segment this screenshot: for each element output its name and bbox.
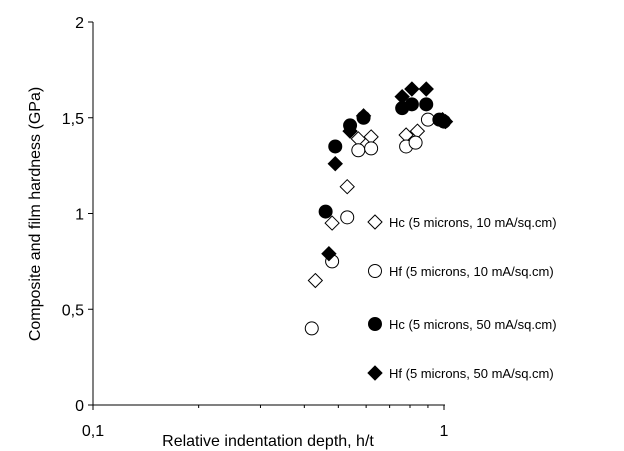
legend-item: Hc (5 microns, 50 mA/sq.cm) [368,317,557,332]
data-point-series-2 [364,141,379,156]
data-point-series-2 [340,210,355,225]
data-point-series-1 [324,215,340,231]
legend-marker [368,317,382,331]
data-point-series-2 [351,143,366,158]
data-point-series-2 [304,321,319,336]
data-point-series-3 [328,139,343,154]
legend-label: Hf (5 microns, 50 mA/sq.cm) [389,366,554,381]
data-point-series-4 [342,123,358,139]
data-point-series-4 [327,156,343,172]
data-point-series-4 [418,81,434,97]
legend-label: Hc (5 microns, 10 mA/sq.cm) [389,215,557,230]
legend-item: Hf (5 microns, 50 mA/sq.cm) [367,365,554,381]
legend-marker [368,264,382,278]
legend: Hc (5 microns, 10 mA/sq.cm) Hf (5 microns… [367,214,557,381]
data-point-series-3 [318,204,333,219]
x-tick-label: 1 [440,423,449,440]
legend-label: Hf (5 microns, 10 mA/sq.cm) [389,264,554,279]
data-point-series-1 [307,272,324,289]
data-point-series-3 [404,97,419,112]
x-axis-label: Relative indentation depth, h/t [162,433,374,450]
y-tick-label: 0,5 [62,302,84,319]
legend-marker [367,214,383,230]
data-point-series-4 [437,113,454,130]
y-tick-label: 2 [75,15,84,32]
data-point-series-4 [404,81,420,97]
y-axis-label: Composite and film hardness (GPa) [27,87,44,341]
legend-marker [367,365,383,381]
data-point-series-2 [408,135,423,150]
data-point-series-3 [419,97,434,112]
axes: 0 0,5 1 1,5 2 0,1 1 [62,15,449,440]
x-tick-label: 0,1 [82,423,104,440]
data-point-series-4 [321,246,337,262]
legend-item: Hf (5 microns, 10 mA/sq.cm) [368,264,554,279]
data-point-series-1 [339,178,355,195]
data-markers [304,81,454,336]
data-point-series-4 [355,108,372,124]
y-tick-label: 1,5 [62,111,84,128]
legend-label: Hc (5 microns, 50 mA/sq.cm) [389,317,557,332]
y-tick-label: 1 [75,207,84,224]
legend-item: Hc (5 microns, 10 mA/sq.cm) [367,214,557,230]
y-tick-label: 0 [75,398,84,415]
data-point-series-4 [394,88,410,105]
